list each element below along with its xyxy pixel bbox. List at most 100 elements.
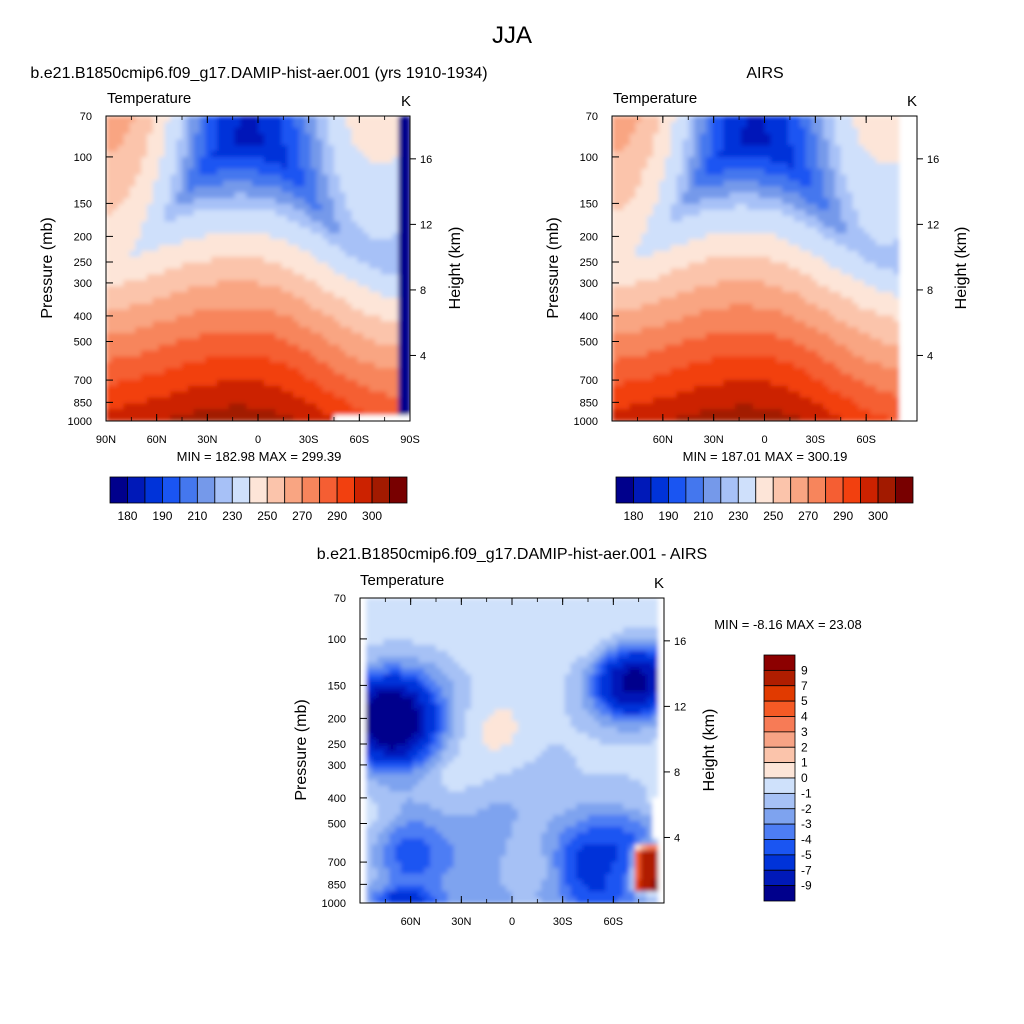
y2-tick-label: 4 xyxy=(420,350,426,362)
y2-tick-label: 12 xyxy=(927,219,939,231)
y-tick-label: 850 xyxy=(580,397,598,409)
colorbar-swatch xyxy=(755,476,774,504)
colorbar-label: 290 xyxy=(833,509,853,523)
y-tick-label: 250 xyxy=(580,257,598,269)
colorbar-swatch xyxy=(763,685,796,702)
panel-model-units: K xyxy=(401,93,411,110)
y-tick-label: 250 xyxy=(74,257,92,269)
colorbar-label: -7 xyxy=(801,863,812,877)
colorbar-label: 290 xyxy=(327,509,347,523)
panel-obs-axes: 60N 30N 0 30S 60S 70 100 150 200 250 300 400 500 700 8… xyxy=(574,111,940,446)
panel-model-ylabel: Pressure (mb) xyxy=(39,217,56,318)
panel-diff-field xyxy=(360,598,664,903)
panel-model: b.e21.B1850cmip6.f09_g17.DAMIP-hist-aer.… xyxy=(30,65,487,523)
panel-model-variable: Temperature xyxy=(107,90,191,107)
colorbar-swatch xyxy=(668,476,687,504)
colorbar-label: 1 xyxy=(801,756,808,770)
y-tick-label: 150 xyxy=(74,198,92,210)
colorbar-label: 4 xyxy=(801,710,808,724)
panel-model-y2label: Height (km) xyxy=(447,227,464,310)
colorbar-swatch xyxy=(763,823,796,840)
panel-diff-ylabel: Pressure (mb) xyxy=(293,699,310,800)
x-tick-label: 60N xyxy=(401,916,421,928)
colorbar-swatch xyxy=(763,762,796,779)
y-tick-label: 70 xyxy=(586,111,598,123)
colorbar-swatch xyxy=(807,476,827,504)
colorbar-swatch xyxy=(702,476,722,504)
colorbar-swatch xyxy=(842,476,861,504)
panel-diff: b.e21.B1850cmip6.f09_g17.DAMIP-hist-aer.… xyxy=(293,546,862,928)
y-tick-label: 150 xyxy=(580,198,598,210)
y-tick-label: 200 xyxy=(74,231,92,243)
y-tick-label: 700 xyxy=(328,857,346,869)
y2-tick-label: 4 xyxy=(674,832,680,844)
colorbar-swatch xyxy=(763,777,796,794)
panel-diff-variable: Temperature xyxy=(360,572,444,589)
colorbar-label: 9 xyxy=(801,663,808,677)
y-tick-label: 1000 xyxy=(322,898,346,910)
colorbar-swatch xyxy=(860,476,879,504)
colorbar-label: 270 xyxy=(292,509,312,523)
colorbar-swatch xyxy=(127,476,146,504)
panel-obs-y2label: Height (km) xyxy=(953,227,970,310)
x-tick-label: 30S xyxy=(299,434,319,446)
panel-diff-y2label: Height (km) xyxy=(701,709,718,792)
colorbar-label: 270 xyxy=(798,509,818,523)
y-tick-label: 400 xyxy=(74,311,92,323)
panel-model-stats: MIN = 182.98 MAX = 299.39 xyxy=(177,449,342,464)
colorbar-swatch xyxy=(877,476,896,504)
y-tick-label: 400 xyxy=(328,793,346,805)
colorbar-swatch xyxy=(144,476,163,504)
x-tick-label: 30N xyxy=(704,434,724,446)
y-tick-label: 300 xyxy=(328,760,346,772)
colorbar-swatch xyxy=(162,476,181,504)
colorbar-swatch xyxy=(650,476,669,504)
y-tick-label: 150 xyxy=(328,680,346,692)
panel-obs-stats: MIN = 187.01 MAX = 300.19 xyxy=(683,449,848,464)
y-tick-label: 500 xyxy=(328,819,346,831)
y-tick-label: 500 xyxy=(580,337,598,349)
colorbar-label: 250 xyxy=(763,509,783,523)
colorbar-swatch xyxy=(109,476,128,504)
colorbar-label: 210 xyxy=(187,509,207,523)
colorbar-swatch xyxy=(179,476,198,504)
y-tick-label: 300 xyxy=(580,278,598,290)
colorbar-swatch xyxy=(615,476,634,504)
colorbar-swatch xyxy=(763,854,796,871)
y-tick-label: 700 xyxy=(74,375,92,387)
colorbar-swatch xyxy=(763,654,796,671)
colorbar-swatch xyxy=(763,792,796,810)
y-tick-label: 100 xyxy=(74,152,92,164)
panel-obs-ylabel: Pressure (mb) xyxy=(545,217,562,318)
y2-tick-label: 16 xyxy=(420,154,432,166)
y-tick-label: 1000 xyxy=(574,416,598,428)
y-tick-label: 250 xyxy=(328,739,346,751)
x-tick-label: 60N xyxy=(653,434,673,446)
panel-obs-variable: Temperature xyxy=(613,90,697,107)
colorbar-swatch xyxy=(772,476,792,504)
x-tick-label: 60S xyxy=(856,434,876,446)
colorbar-swatch xyxy=(231,476,251,504)
colorbar-label: -2 xyxy=(801,802,812,816)
colorbar-swatch xyxy=(196,476,216,504)
panel-model-header: b.e21.B1850cmip6.f09_g17.DAMIP-hist-aer.… xyxy=(30,65,487,82)
panel-diff-plot-area xyxy=(360,598,664,903)
panel-model-field xyxy=(106,116,410,421)
x-tick-label: 90S xyxy=(400,434,420,446)
y2-tick-label: 8 xyxy=(927,285,933,297)
x-tick-label: 30N xyxy=(197,434,217,446)
y-tick-label: 70 xyxy=(334,593,346,605)
colorbar-label: 2 xyxy=(801,740,808,754)
y-tick-label: 300 xyxy=(74,278,92,290)
colorbar-swatch xyxy=(284,476,303,504)
panel-model-colorbar: 180 190 210 230 250 270 290 300 xyxy=(109,476,408,523)
colorbar-swatch xyxy=(266,476,286,504)
colorbar-swatch xyxy=(763,885,796,902)
y-tick-label: 200 xyxy=(580,231,598,243)
colorbar-label: 300 xyxy=(868,509,888,523)
y-tick-label: 700 xyxy=(580,375,598,387)
colorbar-swatch xyxy=(737,476,757,504)
x-tick-label: 60N xyxy=(147,434,167,446)
colorbar-label: 210 xyxy=(693,509,713,523)
panel-diff-stats: MIN = -8.16 MAX = 23.08 xyxy=(714,617,861,632)
